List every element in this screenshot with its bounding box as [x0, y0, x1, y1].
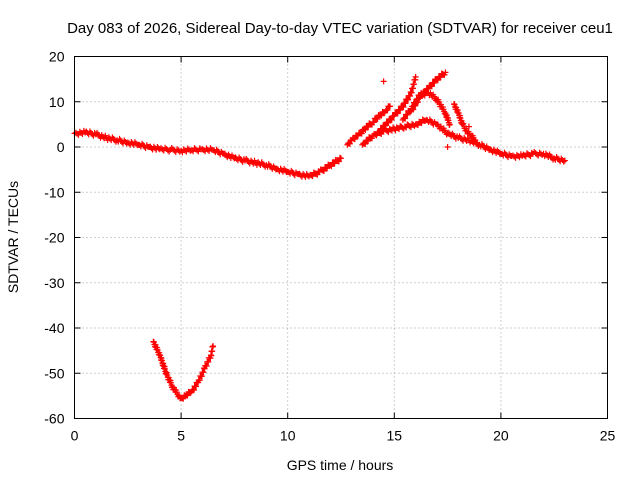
y-tick-label: -10 [44, 184, 64, 200]
trace-marker [324, 165, 331, 172]
trace-marker [431, 80, 438, 87]
y-tick-label: -60 [44, 411, 64, 427]
series-arc-4 [399, 89, 453, 129]
x-tick-label: 5 [177, 428, 185, 444]
trace-marker [346, 140, 353, 147]
axis-ticks: 0 5 10 15 20 25 -60 -50 -40 -30 -20 -10 0 10 20 [44, 49, 615, 444]
trace-marker [414, 96, 421, 103]
series-arc-1 [344, 103, 394, 148]
trace-marker [369, 135, 376, 142]
data-point [399, 103, 406, 110]
y-tick-label: -50 [44, 365, 64, 381]
trace-marker [407, 92, 414, 99]
trace-marker [412, 100, 419, 107]
data-point [561, 157, 568, 164]
trace-marker [370, 119, 377, 126]
trace-marker [378, 112, 385, 119]
series-outliers [380, 78, 472, 150]
trace-marker [358, 130, 365, 137]
trace-marker [390, 113, 397, 120]
x-tick-label: 10 [280, 428, 296, 444]
x-tick-label: 20 [493, 428, 509, 444]
x-tick-label: 25 [600, 428, 616, 444]
trace-marker [374, 116, 381, 123]
trace-marker [400, 104, 407, 111]
data-marks [71, 69, 568, 402]
y-tick-label: 0 [57, 139, 65, 155]
trace-marker [397, 107, 404, 114]
trace-marker [320, 167, 327, 174]
data-point [446, 121, 453, 128]
trace-marker [388, 116, 395, 123]
trace-marker [365, 138, 372, 145]
x-axis-label: GPS time / hours [287, 457, 394, 473]
trace-marker [362, 126, 369, 133]
data-point [442, 69, 449, 76]
trace-marker [434, 77, 441, 84]
trace-marker [410, 103, 417, 110]
data-point [472, 137, 479, 144]
y-tick-label: -40 [44, 320, 64, 336]
y-tick-label: 20 [49, 49, 65, 65]
trace-marker [402, 115, 409, 122]
data-point [380, 78, 387, 85]
data-point [465, 123, 472, 130]
trace-marker [404, 111, 411, 118]
series-main-trace [71, 127, 344, 180]
trace-marker [362, 141, 369, 148]
y-axis-label: SDTVAR / TECUs [5, 181, 21, 293]
trace-marker [428, 83, 435, 90]
trace-marker [196, 145, 203, 152]
trace-marker [394, 110, 401, 117]
trace-marker [365, 124, 372, 131]
trace-marker [385, 119, 392, 126]
data-point [387, 103, 394, 110]
trace-marker [376, 129, 383, 136]
grid [74, 56, 608, 419]
trace-marker [560, 158, 567, 165]
plot-frame [74, 56, 608, 419]
data-point [444, 144, 451, 150]
y-tick-label: 10 [49, 94, 65, 110]
trace-marker [407, 108, 414, 115]
chart-title: Day 083 of 2026, Sidereal Day-to-day VTE… [67, 20, 613, 37]
data-point [338, 155, 344, 162]
trace-marker [405, 96, 412, 103]
trace-marker [407, 88, 414, 95]
x-tick-label: 15 [387, 428, 403, 444]
trace-marker [184, 392, 191, 399]
trace-marker [402, 100, 409, 107]
data-point [412, 73, 419, 80]
y-tick-label: -20 [44, 230, 64, 246]
series-low-arc [150, 338, 217, 402]
trace-marker [331, 160, 338, 167]
trace-marker [168, 145, 175, 152]
trace-marker [379, 126, 386, 133]
trace-marker [190, 387, 197, 394]
y-tick-label: -30 [44, 275, 64, 291]
trace-marker [193, 383, 200, 390]
trace-marker [174, 146, 181, 153]
trace-marker [384, 107, 391, 114]
trace-marker [351, 136, 358, 143]
data-point [210, 343, 217, 350]
trace-marker [437, 74, 444, 81]
trace-marker [328, 163, 335, 170]
trace-marker [335, 158, 342, 165]
x-tick-label: 0 [71, 428, 79, 444]
trace-marker [176, 148, 183, 155]
series-arc-5 [450, 101, 479, 144]
series-arc-2 [374, 73, 419, 137]
trace-marker [516, 154, 523, 161]
